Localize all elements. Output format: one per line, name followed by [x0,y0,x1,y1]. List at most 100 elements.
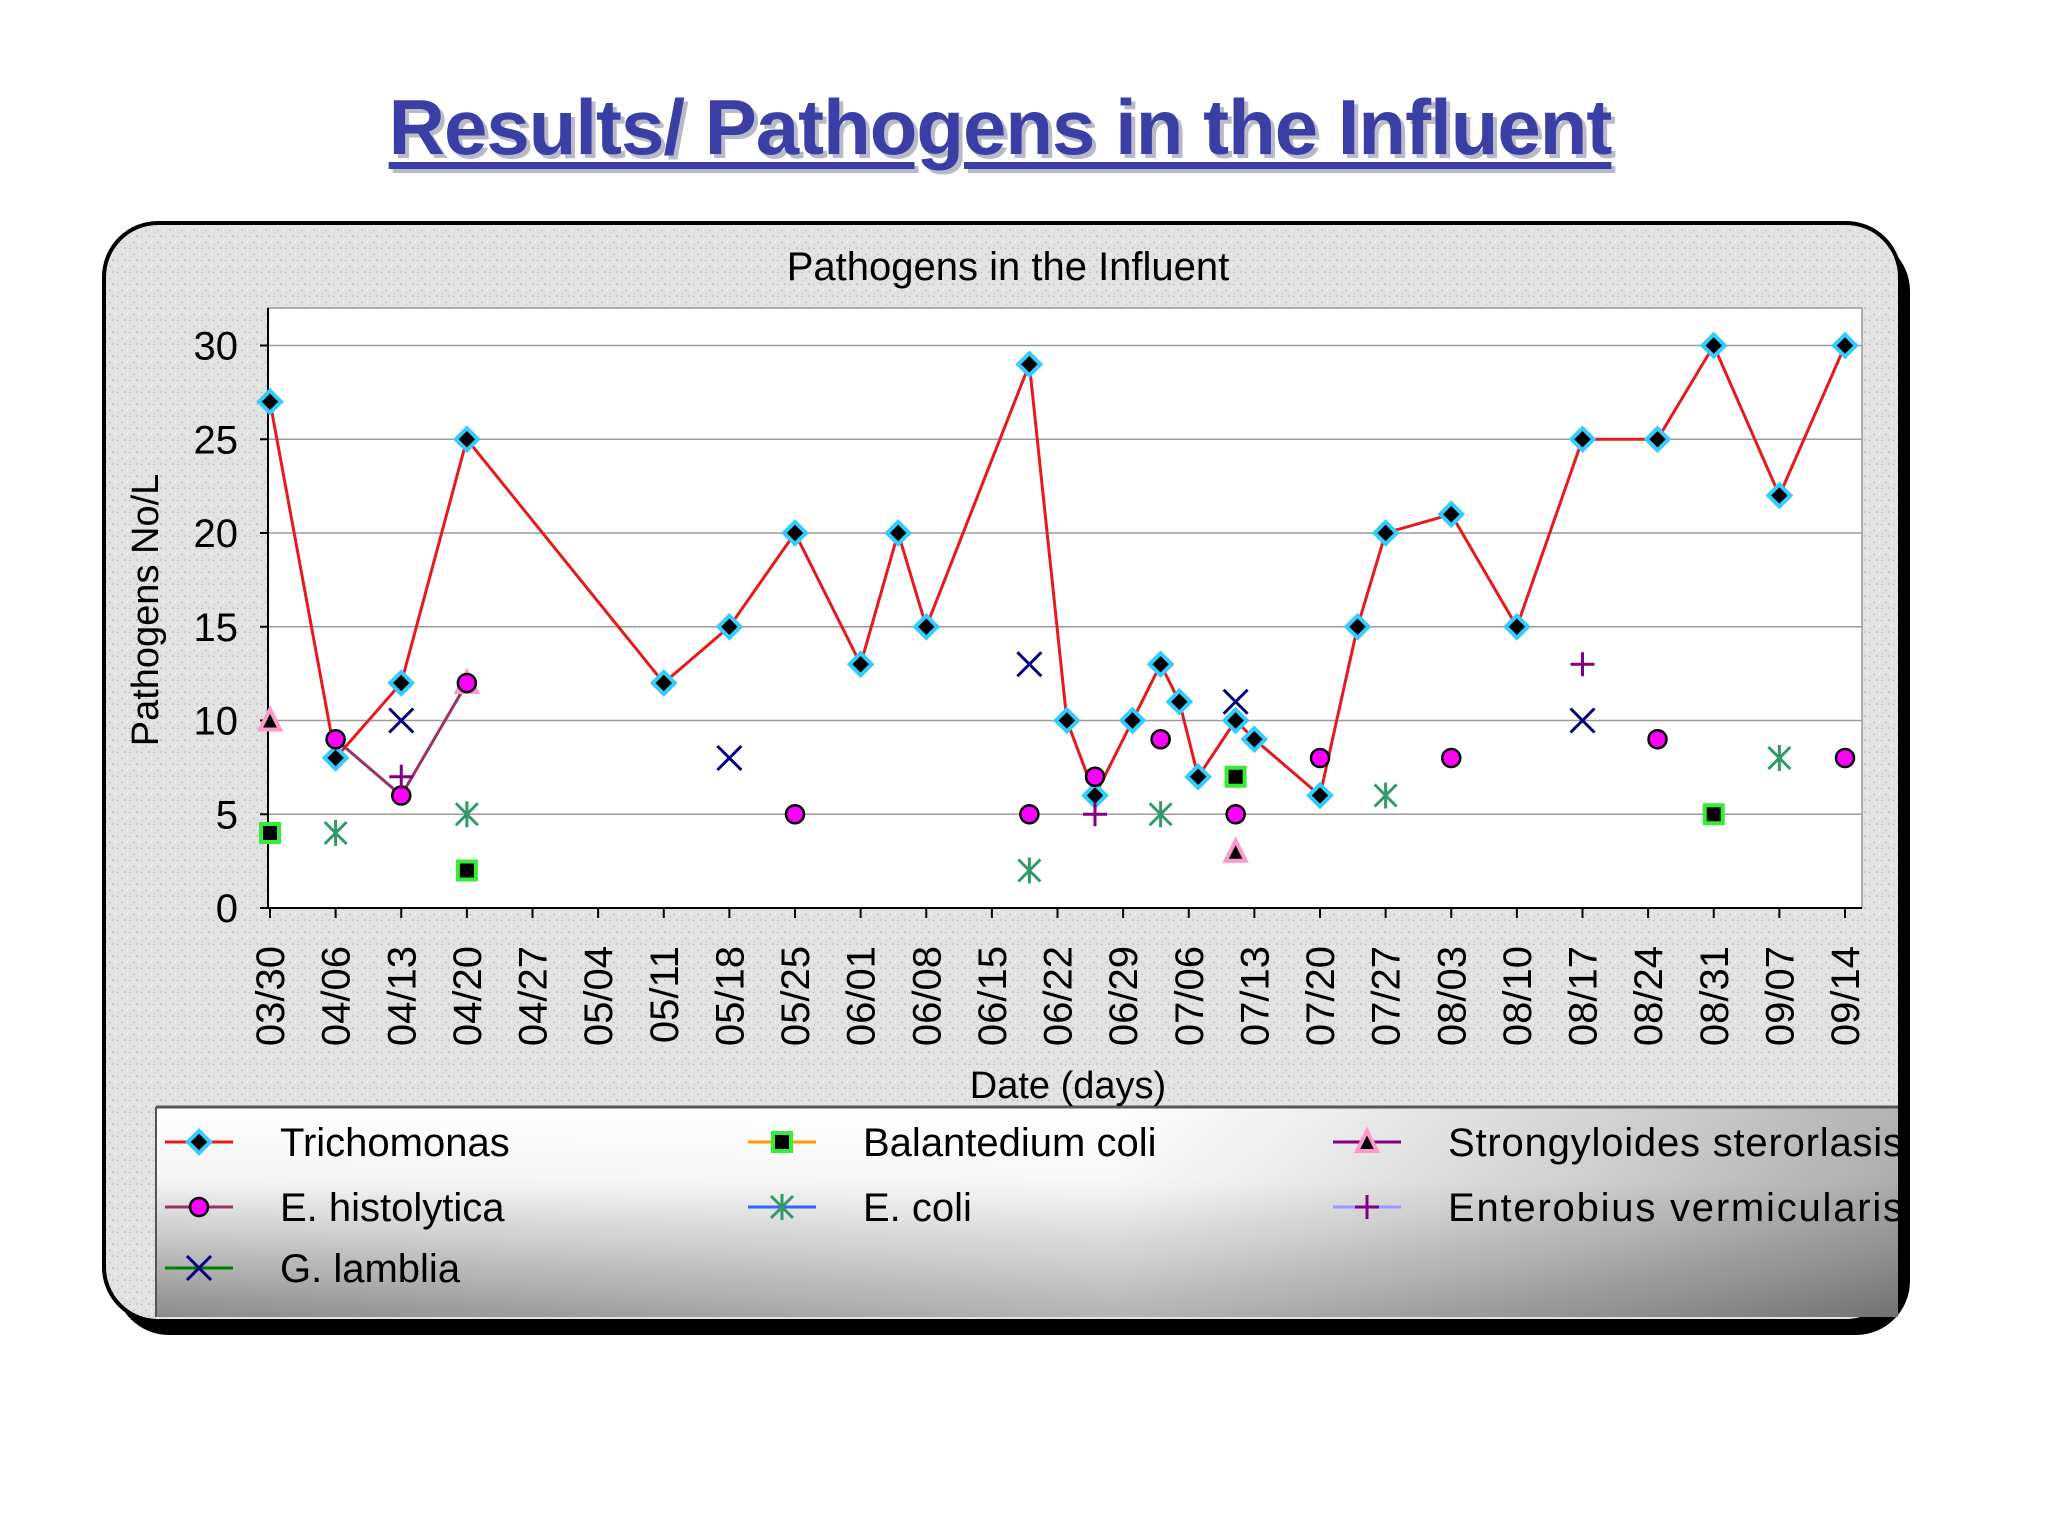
marker-layer [256,331,1859,884]
g-lamblia-point [716,744,743,772]
x-tick-label: 06/15 [971,946,1015,1046]
chart-title: Pathogens in the Influent [787,245,1230,289]
legend-marker-strongyloides-sterorlasis [1353,1126,1381,1153]
balantedium-coli-point [455,859,478,882]
g-lamblia-point [1222,688,1249,715]
legend-label: Strongyloides sterorlasis [1448,1121,1903,1165]
axis-layer: 0 5 10 15 20 25 30 03/30 04/06 04/13 04/20 04/27 05/… [194,308,1868,1046]
x-tick-label: 04/06 [315,946,359,1046]
trichomonas-point [1015,350,1044,379]
x-tick-label: 05/04 [577,946,621,1046]
x-tick-label: 05/11 [643,946,687,1043]
x-tick-label: 06/22 [1037,946,1081,1046]
e-histolytica-point [1647,729,1668,750]
x-tick-label: 09/14 [1824,946,1868,1046]
balantedium-coli-point [1702,803,1725,826]
legend-marker-g-lamblia [185,1254,213,1282]
e-histolytica-point [1225,804,1246,825]
legend-label: Balantedium coli [863,1121,1157,1165]
trichomonas-point [256,387,284,416]
trichomonas-point [1343,612,1372,641]
x-axis-label: Date (days) [970,1065,1166,1107]
trichomonas-point [453,425,481,454]
x-tick-label: 04/13 [380,946,424,1046]
trichomonas-point [321,744,350,772]
e-histolytica-point [784,804,806,825]
x-tick-label: 08/10 [1496,946,1540,1046]
legend-marker-e-coli [769,1194,795,1220]
e-histolytica-point [1084,766,1106,787]
trichomonas-point [1371,519,1400,547]
trichomonas-point [387,669,416,697]
g-lamblia-point [388,707,415,734]
x-tick-label: 08/03 [1430,946,1474,1046]
legend-marker-balantedium-coli [771,1131,793,1153]
trichomonas-point [1831,331,1859,360]
x-tick-label: 03/30 [249,946,293,1046]
e-coli-point [454,801,479,828]
trichomonas-point [1221,706,1250,735]
e-histolytica-point [1019,804,1040,825]
trichomonas-point [1643,425,1672,454]
e-histolytica-point [1441,747,1462,769]
y-tick-label: 10 [194,700,239,744]
trichomonas-point [1503,612,1531,641]
strongyloides-sterorlasis-point [256,705,284,732]
enterobius-vermicularis-point [1083,802,1107,827]
x-tick-label: 06/08 [905,946,949,1046]
x-tick-label: 05/25 [774,946,818,1046]
e-histolytica-point [1834,747,1856,769]
trichomonas-point [1240,725,1269,754]
trichomonas-point [912,612,941,641]
x-tick-label: 04/27 [512,946,556,1046]
y-tick-label: 30 [194,325,239,369]
e-histolytica-point [325,729,346,750]
x-tick-label: 06/29 [1102,946,1146,1046]
x-tick-label: 04/20 [446,946,490,1046]
trichomonas-point [884,519,912,547]
legend-marker-trichomonas [185,1128,213,1156]
x-tick-label: 08/17 [1562,946,1606,1046]
x-tick-label: 07/27 [1365,946,1409,1046]
y-axis-label: Pathogens No/L [125,474,167,747]
e-coli-point [1017,857,1042,884]
trichomonas-point [1437,500,1466,529]
trichomonas-point [1306,781,1334,810]
x-tick-label: 07/20 [1299,946,1343,1046]
x-tick-label: 09/07 [1758,946,1802,1046]
legend-label: E. histolytica [280,1186,505,1230]
e-histolytica-point [456,672,478,694]
trichomonas-point [846,650,875,679]
x-tick-label: 07/06 [1168,946,1212,1046]
trichomonas-point [1765,481,1794,510]
y-tick-label: 15 [194,606,239,650]
legend-layer: Trichomonas Balantedium coli Strongyloides… [165,1121,1903,1291]
e-histolytica-point [1150,729,1171,750]
trichomonas-point [1165,687,1194,716]
e-histolytica-point [391,785,412,806]
legend-label: Trichomonas [280,1121,510,1165]
legend-marker-e-histolytica [188,1196,210,1218]
e-coli-point [1373,782,1398,809]
x-tick-label: 05/18 [708,946,752,1046]
trichomonas-point [1146,650,1175,679]
g-lamblia-point [1569,707,1596,734]
g-lamblia-point [1016,651,1043,678]
x-tick-label: 08/31 [1693,946,1737,1046]
legend-label: G. lamblia [280,1247,461,1291]
legend-label: Enterobius vermicularis [1448,1186,1903,1230]
x-tick-label: 07/13 [1233,946,1277,1046]
balantedium-coli-point [1224,765,1247,788]
trichomonas-point [1184,762,1212,791]
y-tick-label: 0 [216,887,238,931]
balantedium-coli-point [259,822,281,844]
enterobius-vermicularis-point [389,764,414,789]
y-tick-label: 20 [194,512,239,556]
e-coli-point [1148,801,1173,828]
legend-marker-enterobius-vermicularis [1355,1195,1379,1219]
e-coli-point [1767,745,1792,771]
trichomonas-point [649,669,678,697]
trichomonas-point [1118,706,1147,735]
